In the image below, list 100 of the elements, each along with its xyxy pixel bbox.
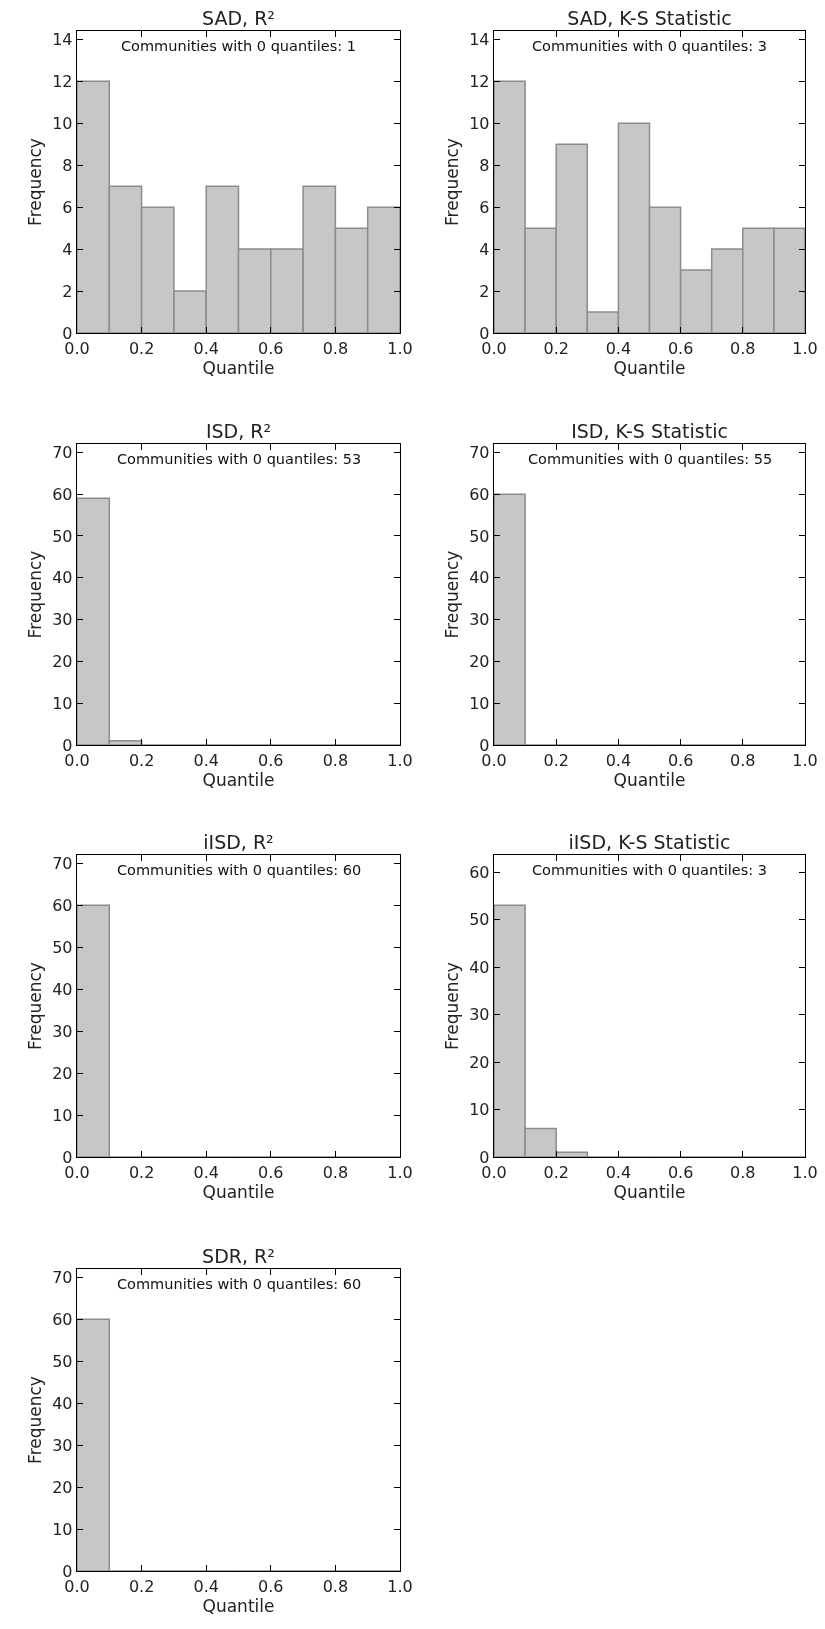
y-tick-label: 10 xyxy=(469,113,490,133)
y-tick-label: 12 xyxy=(52,71,73,91)
x-tick-label: 0.6 xyxy=(258,1576,284,1596)
y-tick-label: 30 xyxy=(52,1021,73,1041)
chart-title: ISD, K-S Statistic xyxy=(571,420,728,442)
annotation: Communities with 0 quantiles: 55 xyxy=(528,451,773,467)
chart-title: ISD, R² xyxy=(205,420,272,442)
y-tick-label: 20 xyxy=(52,1063,73,1083)
y-tick-label: 50 xyxy=(52,937,73,957)
y-tick-label: 8 xyxy=(479,155,490,175)
y-tick-label: 2 xyxy=(62,281,73,301)
y-tick-label: 12 xyxy=(469,71,490,91)
y-axis-title: Frequency xyxy=(24,550,45,639)
x-tick-label: 0.2 xyxy=(128,1576,155,1596)
y-tick-label: 30 xyxy=(469,610,490,630)
x-tick-label: 0.8 xyxy=(730,1162,756,1182)
x-tick-label: 0.6 xyxy=(258,1162,284,1182)
y-tick-label: 4 xyxy=(62,239,73,259)
x-tick-label: 0.6 xyxy=(667,1162,694,1182)
y-tick-label: 60 xyxy=(469,484,490,504)
chart-title: SAD, R² xyxy=(202,7,275,29)
chart-title: SDR, R² xyxy=(202,1245,275,1267)
x-tick-label: 1.0 xyxy=(792,1162,818,1182)
x-tick-label: 1.0 xyxy=(387,1162,413,1182)
x-tick-label: 0.6 xyxy=(258,750,284,770)
y-tick-label: 10 xyxy=(469,693,490,713)
x-axis-title: Quantile xyxy=(202,769,275,790)
x-axis-title: Quantile xyxy=(613,1181,686,1202)
y-tick-label: 10 xyxy=(52,1519,73,1539)
x-tick-label: 1.0 xyxy=(792,338,818,358)
x-tick-label: 0.2 xyxy=(128,1162,155,1182)
x-tick-label: 0.2 xyxy=(543,338,569,358)
x-tick-label: 0.4 xyxy=(605,750,632,770)
y-tick-label: 20 xyxy=(469,1052,490,1072)
chart-title: iISD, R² xyxy=(203,831,274,853)
x-tick-label: 0.4 xyxy=(605,338,632,358)
chart-title: iISD, K-S Statistic xyxy=(568,831,731,853)
y-tick-label: 60 xyxy=(52,1309,73,1329)
y-tick-label: 8 xyxy=(62,155,73,175)
y-tick-label: 40 xyxy=(52,568,73,588)
x-tick-label: 0.6 xyxy=(667,750,694,770)
y-tick-label: 10 xyxy=(52,113,73,133)
y-tick-label: 50 xyxy=(52,1351,73,1371)
y-tick-label: 60 xyxy=(52,484,73,504)
x-tick-label: 0.8 xyxy=(730,750,756,770)
y-tick-label: 70 xyxy=(52,1267,73,1287)
y-tick-label: 10 xyxy=(469,1100,490,1120)
y-tick-label: 40 xyxy=(52,979,73,999)
x-tick-label: 0.2 xyxy=(543,1162,569,1182)
y-axis-title: Frequency xyxy=(24,962,45,1050)
y-tick-label: 4 xyxy=(479,239,490,259)
x-tick-label: 1.0 xyxy=(387,1576,413,1596)
y-tick-label: 2 xyxy=(479,281,490,301)
y-axis-title: Frequency xyxy=(441,550,462,639)
y-tick-label: 20 xyxy=(469,651,490,671)
y-tick-label: 20 xyxy=(52,651,73,671)
y-tick-label: 14 xyxy=(52,29,73,49)
x-tick-label: 0.8 xyxy=(322,750,349,770)
y-tick-label: 70 xyxy=(469,442,490,462)
y-tick-label: 30 xyxy=(469,1005,490,1025)
y-tick-label: 14 xyxy=(469,29,490,49)
x-tick-label: 0.4 xyxy=(193,750,219,770)
annotation: Communities with 0 quantiles: 53 xyxy=(117,451,362,467)
y-axis-title: Frequency xyxy=(24,1376,45,1464)
x-axis-title: Quantile xyxy=(202,357,275,378)
y-tick-label: 60 xyxy=(469,862,490,882)
y-tick-label: 40 xyxy=(52,1393,73,1413)
y-tick-label: 20 xyxy=(52,1477,73,1497)
y-tick-label: 10 xyxy=(52,1105,73,1125)
y-tick-label: 60 xyxy=(52,895,73,915)
x-tick-label: 1.0 xyxy=(387,750,413,770)
y-axis-title: Frequency xyxy=(24,138,45,226)
x-axis-title: Quantile xyxy=(202,1595,275,1616)
x-tick-label: 0.6 xyxy=(258,338,284,358)
annotation: Communities with 0 quantiles: 60 xyxy=(117,862,362,878)
annotation: Communities with 0 quantiles: 3 xyxy=(532,38,768,54)
y-tick-label: 30 xyxy=(52,610,73,630)
x-tick-label: 0.2 xyxy=(128,338,155,358)
y-tick-label: 70 xyxy=(52,442,73,462)
y-tick-label: 40 xyxy=(469,568,490,588)
y-tick-label: 10 xyxy=(52,693,73,713)
x-axis-title: Quantile xyxy=(202,1181,275,1202)
annotation: Communities with 0 quantiles: 1 xyxy=(121,38,357,54)
y-tick-label: 30 xyxy=(52,1435,73,1455)
annotation: Communities with 0 quantiles: 3 xyxy=(532,862,768,878)
x-tick-label: 1.0 xyxy=(387,338,413,358)
x-tick-label: 0.6 xyxy=(667,338,694,358)
y-axis-title: Frequency xyxy=(441,962,462,1050)
y-tick-label: 50 xyxy=(469,910,490,930)
x-tick-label: 0.4 xyxy=(193,338,219,358)
chart-title: SAD, K-S Statistic xyxy=(567,7,732,29)
y-tick-label: 70 xyxy=(52,853,73,873)
x-tick-label: 0.4 xyxy=(193,1576,219,1596)
annotation: Communities with 0 quantiles: 60 xyxy=(117,1276,362,1292)
y-axis-title: Frequency xyxy=(441,138,462,226)
x-tick-label: 0.8 xyxy=(322,338,349,358)
x-tick-label: 1.0 xyxy=(792,750,818,770)
x-axis-title: Quantile xyxy=(613,769,686,790)
x-tick-label: 0.2 xyxy=(128,750,155,770)
y-tick-label: 6 xyxy=(479,197,490,217)
